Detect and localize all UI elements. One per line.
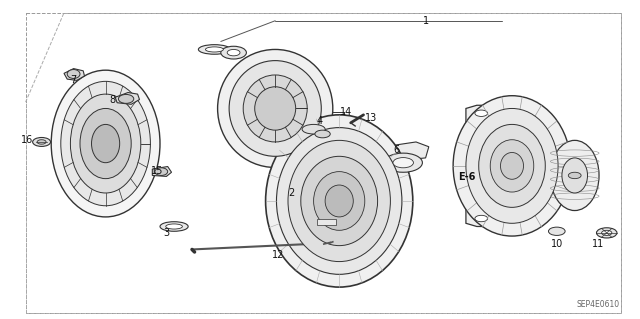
Circle shape bbox=[475, 215, 488, 222]
Text: 12: 12 bbox=[272, 250, 285, 260]
Ellipse shape bbox=[384, 153, 422, 172]
Ellipse shape bbox=[266, 115, 413, 287]
Ellipse shape bbox=[466, 108, 558, 223]
Ellipse shape bbox=[70, 94, 141, 193]
Polygon shape bbox=[466, 105, 499, 226]
Ellipse shape bbox=[562, 158, 588, 193]
Circle shape bbox=[596, 228, 617, 238]
Text: 1: 1 bbox=[422, 16, 429, 26]
Circle shape bbox=[548, 227, 565, 235]
Ellipse shape bbox=[288, 140, 390, 262]
Text: E-6: E-6 bbox=[458, 172, 476, 182]
Ellipse shape bbox=[393, 158, 413, 168]
Ellipse shape bbox=[205, 47, 223, 52]
Polygon shape bbox=[115, 93, 140, 104]
Ellipse shape bbox=[51, 70, 160, 217]
Ellipse shape bbox=[500, 152, 524, 179]
Circle shape bbox=[37, 140, 46, 144]
Text: 2: 2 bbox=[288, 188, 294, 198]
Ellipse shape bbox=[61, 81, 150, 206]
Ellipse shape bbox=[550, 140, 599, 211]
Ellipse shape bbox=[314, 172, 365, 230]
Text: SEP4E0610: SEP4E0610 bbox=[577, 300, 620, 309]
Ellipse shape bbox=[221, 46, 246, 59]
Ellipse shape bbox=[218, 49, 333, 167]
Ellipse shape bbox=[160, 222, 188, 231]
Ellipse shape bbox=[325, 185, 353, 217]
Ellipse shape bbox=[229, 61, 321, 156]
Polygon shape bbox=[152, 167, 172, 176]
Ellipse shape bbox=[80, 108, 131, 179]
Circle shape bbox=[602, 230, 612, 235]
Text: 15: 15 bbox=[150, 166, 163, 176]
Polygon shape bbox=[383, 142, 429, 161]
Ellipse shape bbox=[67, 70, 80, 78]
Ellipse shape bbox=[490, 140, 534, 192]
Bar bbox=[317, 219, 336, 225]
Text: 7: 7 bbox=[70, 75, 77, 85]
Text: 3: 3 bbox=[163, 228, 170, 238]
Ellipse shape bbox=[118, 94, 134, 103]
Polygon shape bbox=[64, 69, 84, 80]
Ellipse shape bbox=[479, 124, 545, 207]
Ellipse shape bbox=[302, 124, 325, 134]
Ellipse shape bbox=[315, 130, 330, 138]
Ellipse shape bbox=[243, 75, 307, 142]
Text: 14: 14 bbox=[339, 107, 352, 117]
Ellipse shape bbox=[166, 224, 182, 229]
Circle shape bbox=[475, 110, 488, 116]
Text: 6: 6 bbox=[394, 145, 400, 155]
Text: 8: 8 bbox=[109, 95, 115, 106]
Ellipse shape bbox=[92, 124, 120, 163]
Ellipse shape bbox=[301, 156, 378, 246]
Text: 13: 13 bbox=[365, 113, 378, 123]
Text: 10: 10 bbox=[550, 239, 563, 249]
Ellipse shape bbox=[255, 87, 296, 130]
Ellipse shape bbox=[198, 45, 230, 54]
Text: 16: 16 bbox=[20, 135, 33, 145]
Ellipse shape bbox=[453, 96, 571, 236]
Ellipse shape bbox=[155, 168, 168, 175]
Ellipse shape bbox=[276, 128, 402, 274]
Circle shape bbox=[33, 137, 51, 146]
Circle shape bbox=[568, 172, 581, 179]
Ellipse shape bbox=[227, 49, 240, 56]
Text: 11: 11 bbox=[592, 239, 605, 249]
Text: 4: 4 bbox=[317, 116, 323, 126]
